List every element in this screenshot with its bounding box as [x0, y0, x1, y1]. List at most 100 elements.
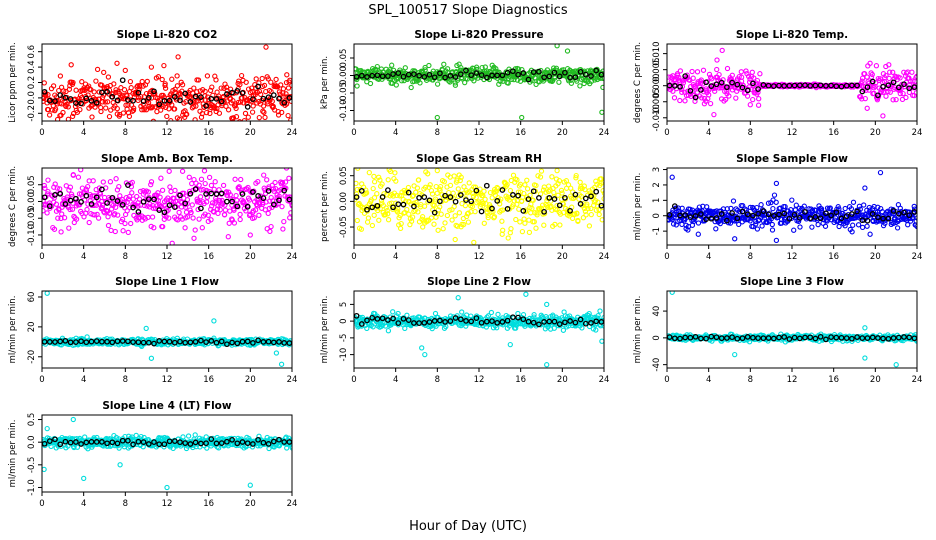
- data-point-outlier: [278, 361, 285, 367]
- data-point-mean: [515, 71, 521, 78]
- data-point: [533, 182, 539, 189]
- data-point: [529, 205, 535, 212]
- data-point-mean: [489, 72, 495, 79]
- data-point: [474, 66, 480, 73]
- data-point-mean: [457, 316, 464, 323]
- data-point: [813, 207, 819, 214]
- data-point: [563, 178, 570, 184]
- data-point: [601, 190, 604, 196]
- data-point: [125, 196, 132, 202]
- data-point: [582, 208, 589, 214]
- data-point-mean: [442, 74, 448, 81]
- data-point: [461, 184, 467, 190]
- data-point-mean: [166, 202, 173, 209]
- data-point-mean: [536, 321, 542, 328]
- data-point: [733, 95, 739, 101]
- data-point-mean: [504, 317, 511, 324]
- data-point: [216, 110, 223, 116]
- data-point-mean: [255, 337, 261, 344]
- data-point-mean: [83, 192, 90, 199]
- data-point-mean: [786, 82, 793, 89]
- x-tick-label: 0: [39, 128, 44, 138]
- data-point-mean: [724, 84, 730, 91]
- data-point: [679, 221, 685, 228]
- data-point: [370, 324, 376, 330]
- data-point-mean: [187, 99, 194, 105]
- data-point: [199, 225, 205, 231]
- data-point: [397, 225, 404, 232]
- data-point-mean: [786, 215, 793, 222]
- data-point: [706, 71, 713, 78]
- data-point: [757, 71, 763, 77]
- data-point-outlier: [732, 236, 738, 242]
- data-point: [148, 223, 154, 230]
- data-point: [364, 325, 370, 332]
- data-point: [552, 75, 558, 81]
- data-point-mean: [265, 338, 272, 345]
- data-point-mean: [744, 211, 751, 218]
- data-point: [911, 203, 917, 210]
- data-point: [897, 90, 903, 97]
- x-tick-label: 12: [162, 252, 173, 262]
- data-point: [289, 340, 292, 346]
- data-point: [771, 192, 778, 198]
- data-point-mean: [582, 195, 589, 202]
- data-point: [913, 75, 917, 81]
- data-point-mean: [885, 215, 892, 222]
- data-point: [524, 186, 531, 192]
- data-point: [435, 227, 441, 233]
- data-point: [600, 188, 604, 194]
- x-tick-label: 16: [203, 375, 214, 385]
- data-point-mean: [244, 203, 251, 210]
- data-point-mean: [567, 318, 573, 324]
- data-point: [78, 168, 84, 173]
- data-point: [896, 217, 902, 223]
- data-point: [554, 202, 560, 209]
- data-point: [288, 117, 292, 121]
- data-point-outlier: [284, 72, 290, 78]
- data-point: [477, 204, 483, 210]
- data-point: [77, 106, 83, 113]
- data-point: [555, 192, 561, 198]
- data-point: [560, 209, 567, 216]
- data-point-mean: [187, 339, 194, 346]
- x-tick-label: 24: [287, 128, 298, 138]
- data-point: [73, 216, 80, 222]
- data-point-mean: [739, 208, 746, 215]
- data-point: [528, 210, 534, 216]
- data-point-mean: [677, 212, 683, 219]
- data-point: [285, 112, 291, 119]
- data-point: [182, 225, 188, 231]
- data-point-mean: [213, 339, 220, 346]
- data-point-mean: [437, 70, 443, 77]
- data-point: [379, 181, 385, 187]
- data-point-mean: [358, 72, 365, 79]
- x-tick-label: 0: [664, 252, 669, 262]
- x-tick-label: 12: [787, 128, 798, 138]
- data-point: [559, 190, 565, 196]
- data-point: [861, 71, 868, 77]
- data-point: [580, 215, 587, 221]
- data-point: [442, 220, 448, 226]
- data-point-mean: [520, 208, 527, 214]
- data-point: [557, 222, 563, 228]
- data-point: [587, 163, 591, 167]
- data-point-mean: [99, 89, 105, 96]
- data-point: [901, 83, 908, 90]
- data-point-mean: [426, 319, 433, 325]
- data-point-outlier: [711, 111, 717, 118]
- data-point-mean: [88, 97, 95, 104]
- data-point-mean: [431, 74, 438, 81]
- data-point: [222, 207, 229, 213]
- y-tick-label: -0.05: [339, 82, 349, 104]
- data-point-mean: [755, 210, 761, 217]
- data-point-mean: [166, 338, 173, 345]
- data-point: [601, 195, 604, 202]
- x-tick-label: 4: [393, 375, 398, 385]
- data-point: [135, 97, 141, 104]
- data-point: [591, 193, 597, 199]
- data-point: [61, 88, 67, 94]
- data-point: [374, 191, 380, 197]
- data-point: [246, 197, 253, 203]
